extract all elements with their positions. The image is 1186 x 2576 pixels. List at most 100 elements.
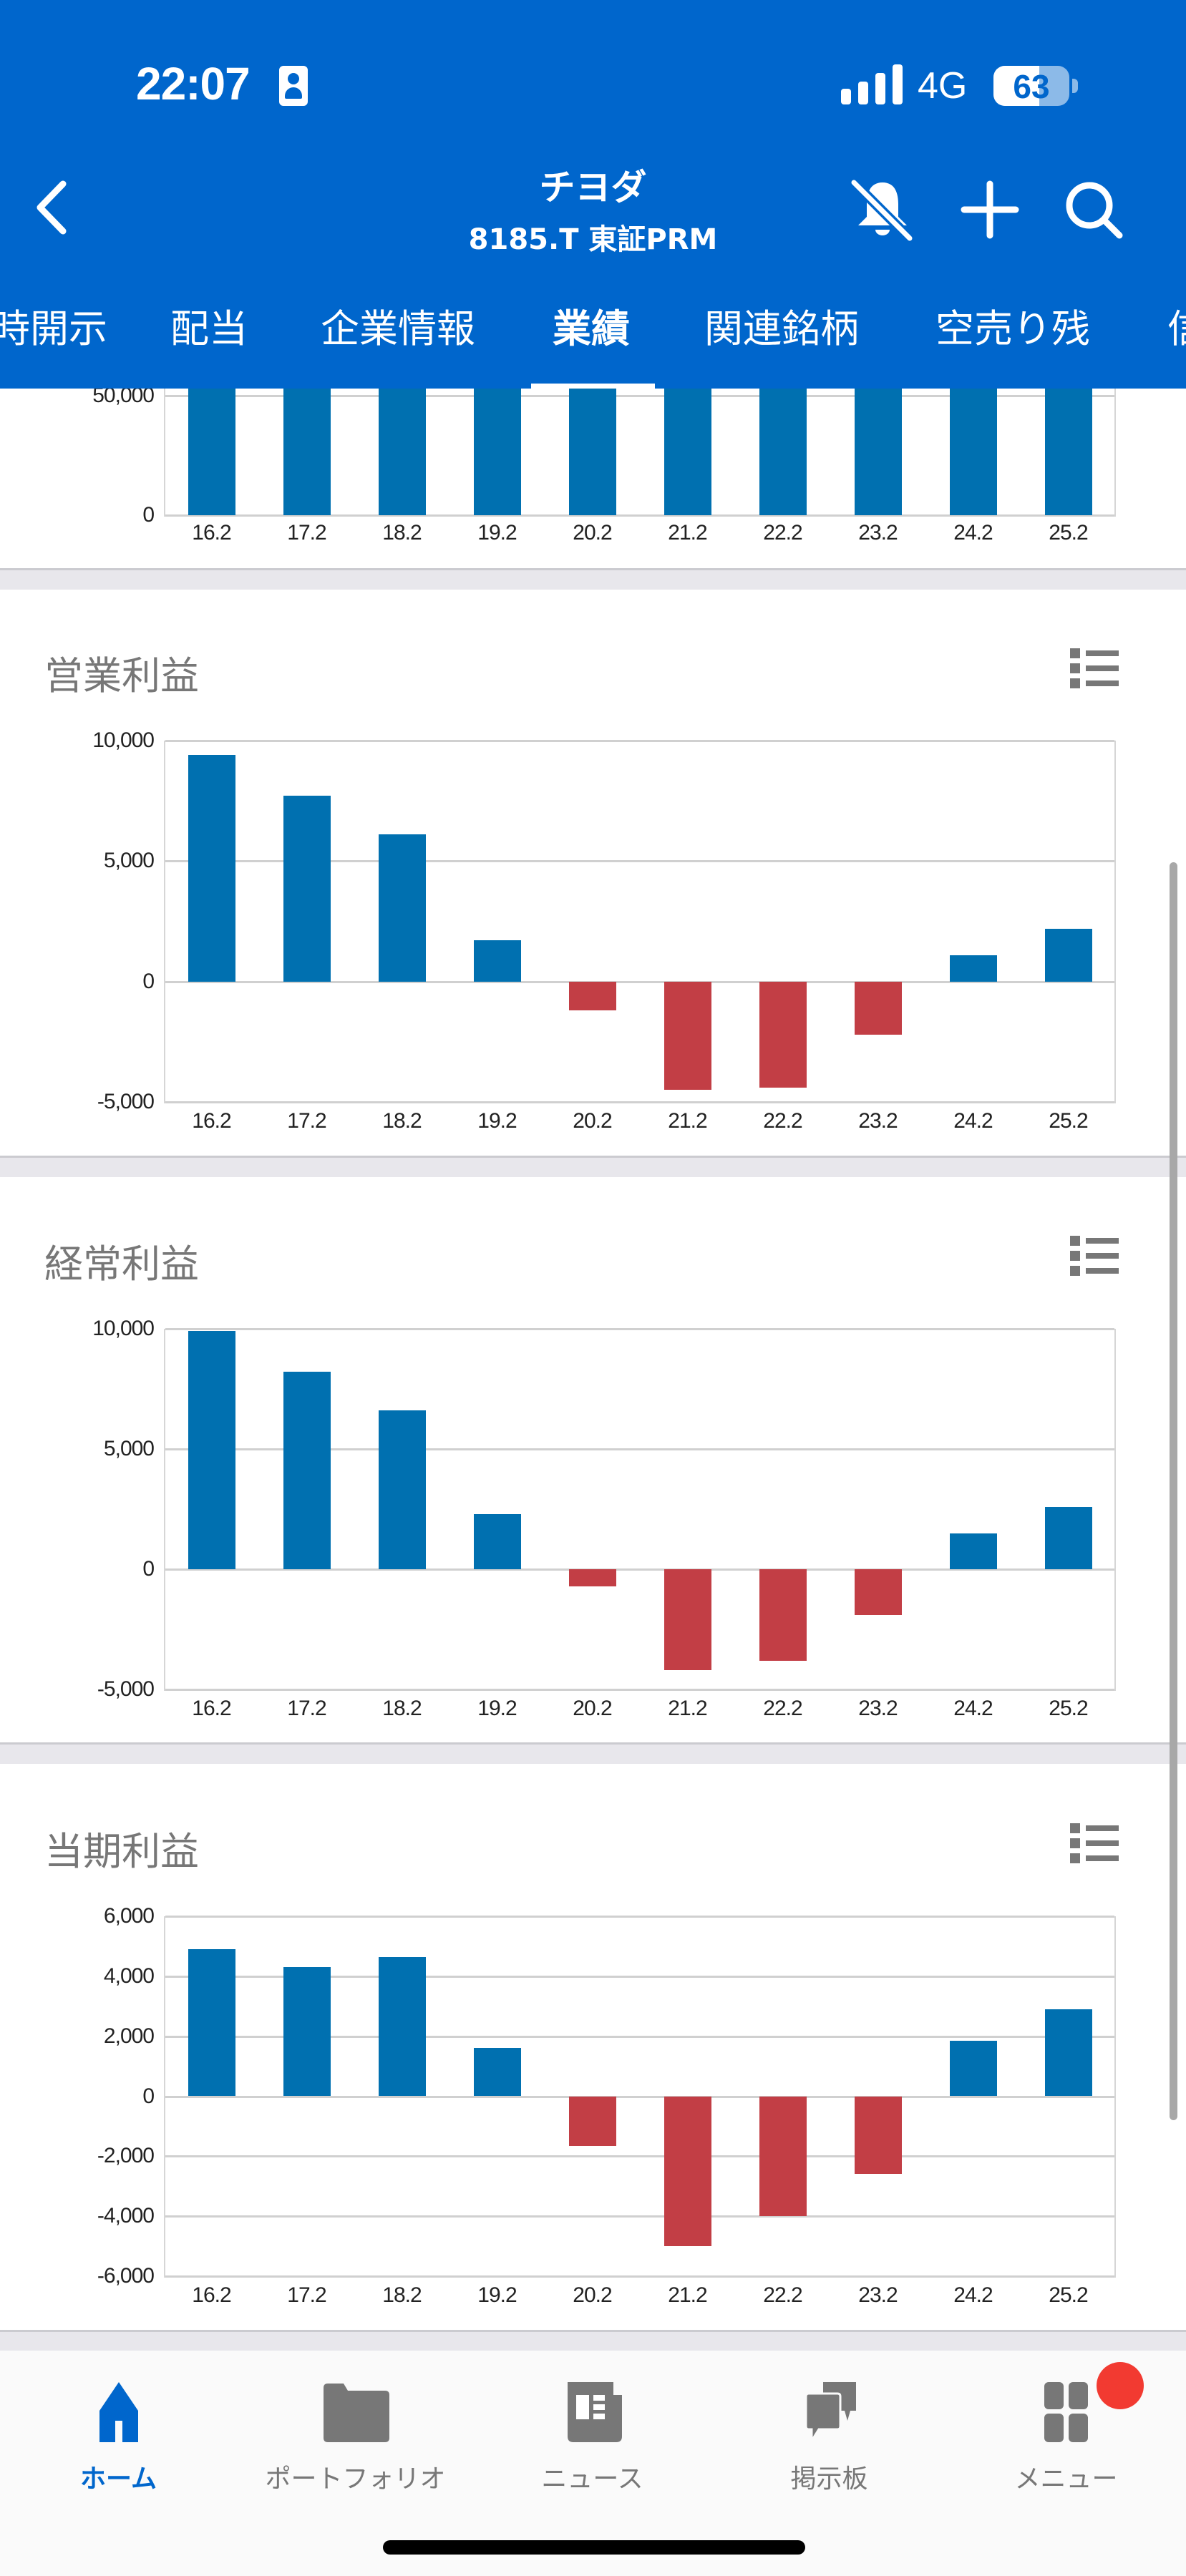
bar-20.2[interactable] [568,2096,616,2146]
bar-24.2[interactable] [949,389,997,515]
bar-19.2[interactable] [473,389,521,515]
tab-margin[interactable]: 信 [1167,293,1186,365]
bar-21.2[interactable] [664,389,711,515]
x-axis-tick-label: 18.2 [382,1697,422,1720]
nav-news[interactable]: ニュース [474,2351,711,2515]
bar-23.2[interactable] [854,389,902,515]
bar-18.2[interactable] [378,389,426,515]
gridline [165,2035,1114,2038]
bar-18.2[interactable] [378,1410,426,1569]
add-button[interactable] [956,175,1024,244]
gridline [165,1975,1114,1978]
newspaper-icon [567,2382,622,2442]
bar-21.2[interactable] [664,2096,711,2247]
bar-18.2[interactable] [378,834,426,982]
x-axis-tick-label: 24.2 [953,1109,993,1133]
bar-25.2[interactable] [1044,2009,1092,2097]
section-divider [0,1156,1186,1177]
bar-23.2[interactable] [854,1569,902,1615]
bar-16.2[interactable] [188,1331,235,1569]
bar-19.2[interactable] [473,1513,521,1569]
bar-22.2[interactable] [759,1569,807,1661]
bar-24.2[interactable] [949,955,997,982]
tab-company-info[interactable]: 企業情報 [321,306,475,351]
bar-19.2[interactable] [473,2048,521,2097]
bar-17.2[interactable] [283,796,331,982]
x-axis-tick-label: 19.2 [477,2283,517,2307]
person-badge-icon [279,66,308,106]
y-axis-tick-label: 5,000 [103,849,155,873]
table-view-button[interactable] [1070,648,1120,688]
search-button[interactable] [1059,175,1128,244]
bar-17.2[interactable] [283,1372,331,1569]
x-axis-tick-label: 20.2 [573,1109,612,1133]
vertical-scrollbar[interactable] [1170,862,1177,2120]
x-axis-tick-label: 21.2 [668,2283,707,2307]
bar-17.2[interactable] [283,389,331,515]
bar-25.2[interactable] [1044,928,1092,982]
nav-news-label: ニュース [541,2464,643,2494]
bar-22.2[interactable] [759,2096,807,2217]
bar-16.2[interactable] [188,1949,235,2097]
tab-dividend[interactable]: 配当 [170,306,248,351]
bar-21.2[interactable] [664,981,711,1091]
gridline [165,860,1114,863]
list-icon [1070,648,1119,688]
chart-title-operating-profit: 営業利益 [44,653,199,698]
bar-23.2[interactable] [854,981,902,1035]
battery-icon: 63 [993,66,1069,106]
bar-23.2[interactable] [854,2096,902,2175]
y-axis-tick-label: 5,000 [103,1437,155,1460]
bar-22.2[interactable] [759,981,807,1088]
tab-disclosure[interactable]: 時開示 [0,306,107,351]
plot-area [164,389,1116,517]
tab-related-stocks[interactable]: 関連銘柄 [704,306,859,351]
bar-16.2[interactable] [188,389,235,515]
nav-portfolio[interactable]: ポートフォリオ [237,2351,474,2515]
tab-performance[interactable]: 業績 [553,306,630,351]
y-axis-tick-label: -4,000 [97,2204,155,2228]
table-view-button[interactable] [1070,1236,1120,1276]
battery-level: 63 [1013,68,1050,105]
x-axis-tick-label: 24.2 [953,521,993,545]
gridline [165,1916,1114,1918]
nav-home[interactable]: ホーム [0,2351,237,2515]
bar-22.2[interactable] [759,389,807,515]
gridline [165,1448,1114,1450]
section-divider [0,1742,1186,1764]
bar-18.2[interactable] [378,1956,426,2097]
x-axis-tick-label: 23.2 [858,521,898,545]
bar-20.2[interactable] [568,981,616,1011]
gridline [165,1328,1114,1330]
bar-20.2[interactable] [568,1569,616,1586]
x-axis-tick-label: 18.2 [382,1109,422,1133]
gridline [165,1689,1114,1691]
bar-16.2[interactable] [188,755,235,982]
plus-icon [961,180,1019,239]
tab-short-interest[interactable]: 空売り残 [935,306,1090,351]
nav-menu[interactable]: メニュー [948,2351,1185,2515]
bar-24.2[interactable] [949,1533,997,1569]
network-type: 4G [918,65,968,107]
bar-25.2[interactable] [1044,389,1092,515]
x-axis-tick-label: 25.2 [1049,1697,1088,1720]
bar-21.2[interactable] [664,1569,711,1671]
gridline [165,2215,1114,2218]
stock-code-market: 8185.T 東証PRM [468,223,718,256]
notification-off-button[interactable] [848,175,917,244]
bar-24.2[interactable] [949,2040,997,2097]
table-view-button[interactable] [1070,1823,1120,1863]
nav-board[interactable]: 掲示板 [711,2351,948,2515]
app-header: 22:07 4G 63 チヨダ 8185.T 東証PRM [0,0,1186,389]
plot-area [164,1328,1116,1691]
y-axis-tick-label: 0 [142,1557,155,1581]
x-axis-tick-label: 20.2 [573,521,612,545]
chart-title-ordinary-profit: 経常利益 [44,1241,199,1287]
bar-19.2[interactable] [473,940,521,982]
back-button[interactable] [29,175,79,240]
bar-17.2[interactable] [283,1967,331,2097]
bar-20.2[interactable] [568,389,616,515]
y-axis-tick-label: 6,000 [103,1904,155,1928]
bar-25.2[interactable] [1044,1506,1092,1569]
x-axis-tick-label: 25.2 [1049,521,1088,545]
